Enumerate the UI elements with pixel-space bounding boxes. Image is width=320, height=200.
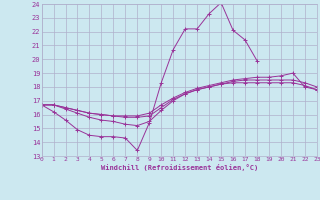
X-axis label: Windchill (Refroidissement éolien,°C): Windchill (Refroidissement éolien,°C) [100,164,258,171]
